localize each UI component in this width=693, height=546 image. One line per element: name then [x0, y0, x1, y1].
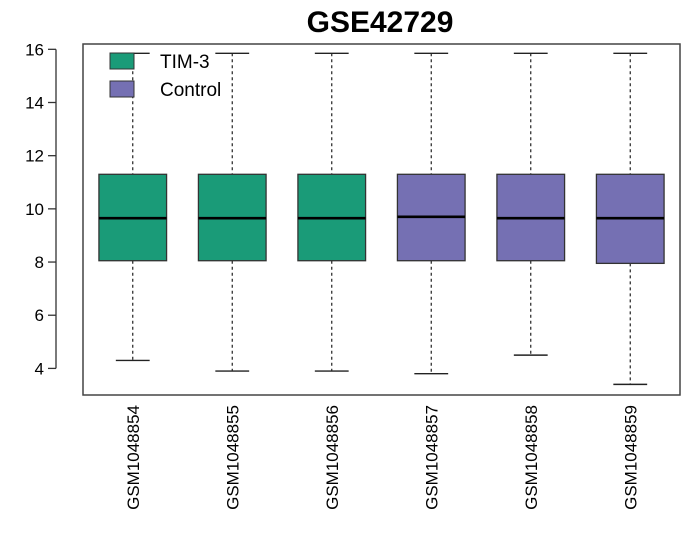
legend-label: TIM-3: [160, 52, 210, 73]
box-GSM1048855: [197, 52, 267, 372]
plot-area: [82, 43, 681, 396]
y-tick-label: 10: [25, 200, 44, 219]
chart-title: GSE42729: [307, 6, 454, 39]
box-GSM1048856: [297, 52, 367, 372]
boxes: [98, 52, 665, 386]
x-tick-label: GSM1048859: [621, 405, 640, 510]
x-tick-label: GSM1048854: [124, 405, 143, 510]
box-GSM1048857: [396, 52, 466, 375]
box-GSM1048858: [496, 52, 566, 356]
plot-border: [82, 43, 681, 396]
y-tick-label: 4: [35, 359, 44, 378]
y-tick-label: 8: [35, 253, 44, 272]
x-axis-labels: GSM1048854 GSM1048855 GSM1048856 GSM1048857…: [124, 405, 641, 510]
y-tick-label: 12: [25, 147, 44, 166]
x-tick-label: GSM1048858: [522, 405, 541, 510]
legend: TIM-3 Control: [109, 52, 221, 101]
y-tick-label: 16: [25, 40, 44, 59]
y-axis: 4 6 8 10 12 14 16: [25, 40, 57, 378]
x-tick-label: GSM1048857: [422, 405, 441, 510]
y-tick-label: 14: [25, 94, 44, 113]
y-tick-label: 6: [35, 306, 44, 325]
box-GSM1048854: [98, 52, 168, 362]
x-tick-label: GSM1048855: [223, 405, 242, 510]
legend-label: Control: [160, 80, 221, 101]
legend-swatch-tim-3: [109, 52, 135, 70]
box-GSM1048859: [595, 52, 665, 386]
legend-swatch-control: [109, 80, 135, 98]
x-tick-label: GSM1048856: [323, 405, 342, 510]
